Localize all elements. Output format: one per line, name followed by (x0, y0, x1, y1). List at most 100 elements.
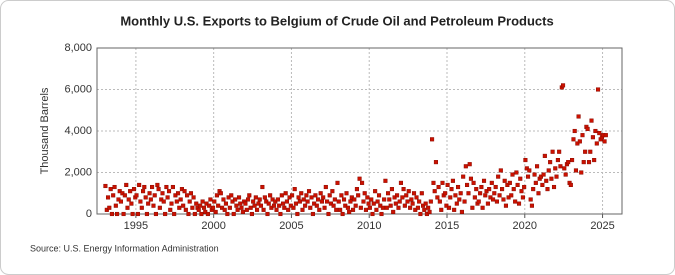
point (490, 197, 496, 202)
point (393, 201, 398, 206)
point (505, 182, 510, 187)
point (116, 197, 121, 202)
point (577, 139, 582, 144)
point (137, 182, 142, 187)
point (108, 187, 113, 192)
point (422, 207, 427, 212)
point (150, 184, 155, 190)
point (560, 83, 566, 88)
point (367, 205, 372, 210)
point (125, 205, 130, 210)
point (129, 201, 134, 206)
point (245, 197, 251, 202)
point (175, 191, 181, 196)
point (321, 195, 326, 200)
point (269, 205, 274, 210)
point (314, 203, 319, 208)
point (509, 193, 514, 198)
point (143, 195, 148, 200)
y-tick-label: 0 (86, 208, 92, 220)
point (457, 197, 462, 202)
point (210, 205, 216, 210)
point (338, 207, 343, 212)
point (426, 205, 431, 210)
point (157, 205, 162, 210)
point (466, 191, 471, 196)
point (353, 203, 358, 208)
point (204, 201, 209, 206)
point (585, 126, 590, 131)
point (401, 187, 406, 192)
point (511, 187, 516, 192)
point (327, 193, 332, 198)
point (239, 205, 244, 210)
point (365, 195, 370, 200)
point (581, 160, 586, 165)
point (602, 139, 607, 144)
point (575, 141, 580, 146)
point (260, 184, 265, 190)
point (592, 158, 597, 163)
point (471, 180, 476, 185)
point (303, 203, 308, 208)
y-tick-label: 6,000 (64, 83, 92, 95)
point (593, 128, 598, 134)
point (446, 205, 452, 210)
point (385, 191, 391, 196)
point (347, 209, 352, 214)
point (357, 176, 362, 181)
point (497, 193, 502, 198)
point (348, 199, 353, 204)
point (558, 164, 563, 169)
point (420, 203, 426, 208)
point (282, 205, 287, 210)
point (205, 211, 210, 217)
point (297, 199, 302, 204)
point (179, 187, 184, 192)
point (410, 201, 415, 206)
point (545, 187, 550, 192)
point (435, 195, 440, 200)
point (207, 203, 212, 208)
point (111, 193, 116, 198)
y-tick-label: 2,000 (64, 166, 92, 178)
x-tick-label: 2025 (590, 220, 614, 232)
point (362, 191, 367, 196)
point (236, 195, 242, 200)
point (325, 199, 330, 204)
point (138, 199, 143, 204)
point (563, 172, 568, 177)
point (223, 201, 229, 206)
point (458, 191, 463, 196)
point (392, 195, 397, 200)
point (485, 201, 490, 206)
point (546, 168, 551, 173)
point (437, 199, 442, 204)
point (568, 182, 573, 187)
point (550, 149, 555, 154)
point (345, 205, 350, 210)
point (515, 182, 520, 187)
point (428, 199, 433, 204)
x-tick-label: 2005 (279, 220, 303, 232)
point (163, 211, 168, 217)
point (291, 205, 296, 210)
point (168, 207, 173, 212)
point (115, 211, 120, 217)
point (177, 205, 182, 210)
point (152, 193, 157, 198)
point (256, 201, 261, 206)
point (544, 178, 549, 183)
x-tick-label: 2015 (435, 220, 459, 232)
point (474, 187, 479, 192)
point (566, 160, 571, 165)
chart-title: Monthly U.S. Exports to Belgium of Crude… (120, 13, 553, 28)
point (109, 211, 114, 217)
point (185, 193, 190, 198)
point (501, 197, 506, 202)
point (287, 195, 292, 200)
point (290, 193, 295, 198)
point (551, 184, 557, 190)
point (496, 174, 501, 179)
point (470, 205, 475, 210)
